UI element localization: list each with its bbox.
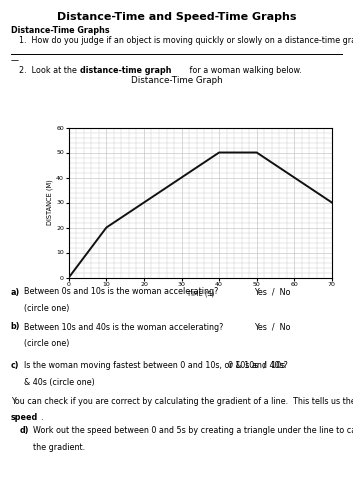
Y-axis label: DISTANCE (M): DISTANCE (M) [47, 180, 53, 226]
Text: 0 & 10s  /  10s: 0 & 10s / 10s [228, 361, 285, 370]
Text: a): a) [11, 288, 20, 296]
Text: for a woman walking below.: for a woman walking below. [187, 66, 302, 75]
Text: distance-time graph: distance-time graph [80, 66, 172, 75]
Text: Distance-Time Graph: Distance-Time Graph [131, 76, 222, 85]
Text: Distance-Time and Speed-Time Graphs: Distance-Time and Speed-Time Graphs [57, 12, 296, 22]
Text: Between 0s and 10s is the woman accelerating?: Between 0s and 10s is the woman accelera… [24, 288, 219, 296]
Text: Distance-Time Graphs: Distance-Time Graphs [11, 26, 109, 35]
Text: 2.  Look at the: 2. Look at the [19, 66, 80, 75]
Text: Yes  /  No: Yes / No [254, 322, 291, 332]
X-axis label: TIME (S): TIME (S) [187, 290, 214, 296]
Text: b): b) [11, 322, 20, 332]
Text: c): c) [11, 361, 19, 370]
Text: Yes  /  No: Yes / No [254, 288, 291, 296]
Text: speed: speed [11, 412, 38, 422]
Text: (circle one): (circle one) [24, 304, 70, 313]
Text: 1.  How do you judge if an object is moving quickly or slowly on a distance-time: 1. How do you judge if an object is movi… [19, 36, 353, 45]
Text: (circle one): (circle one) [24, 339, 70, 348]
Text: Is the woman moving fastest between 0 and 10s, or 10s and 40s?: Is the woman moving fastest between 0 an… [24, 361, 288, 370]
Text: & 40s (circle one): & 40s (circle one) [24, 378, 95, 386]
Text: —: — [11, 56, 19, 65]
Text: .: . [41, 412, 43, 422]
Text: Work out the speed between 0 and 5s by creating a triangle under the line to cal: Work out the speed between 0 and 5s by c… [33, 426, 353, 435]
Text: You can check if you are correct by calculating the gradient of a line.  This te: You can check if you are correct by calc… [11, 398, 353, 406]
Text: d): d) [19, 426, 29, 435]
Text: Between 10s and 40s is the woman accelerating?: Between 10s and 40s is the woman acceler… [24, 322, 223, 332]
Text: the gradient.: the gradient. [33, 442, 85, 452]
